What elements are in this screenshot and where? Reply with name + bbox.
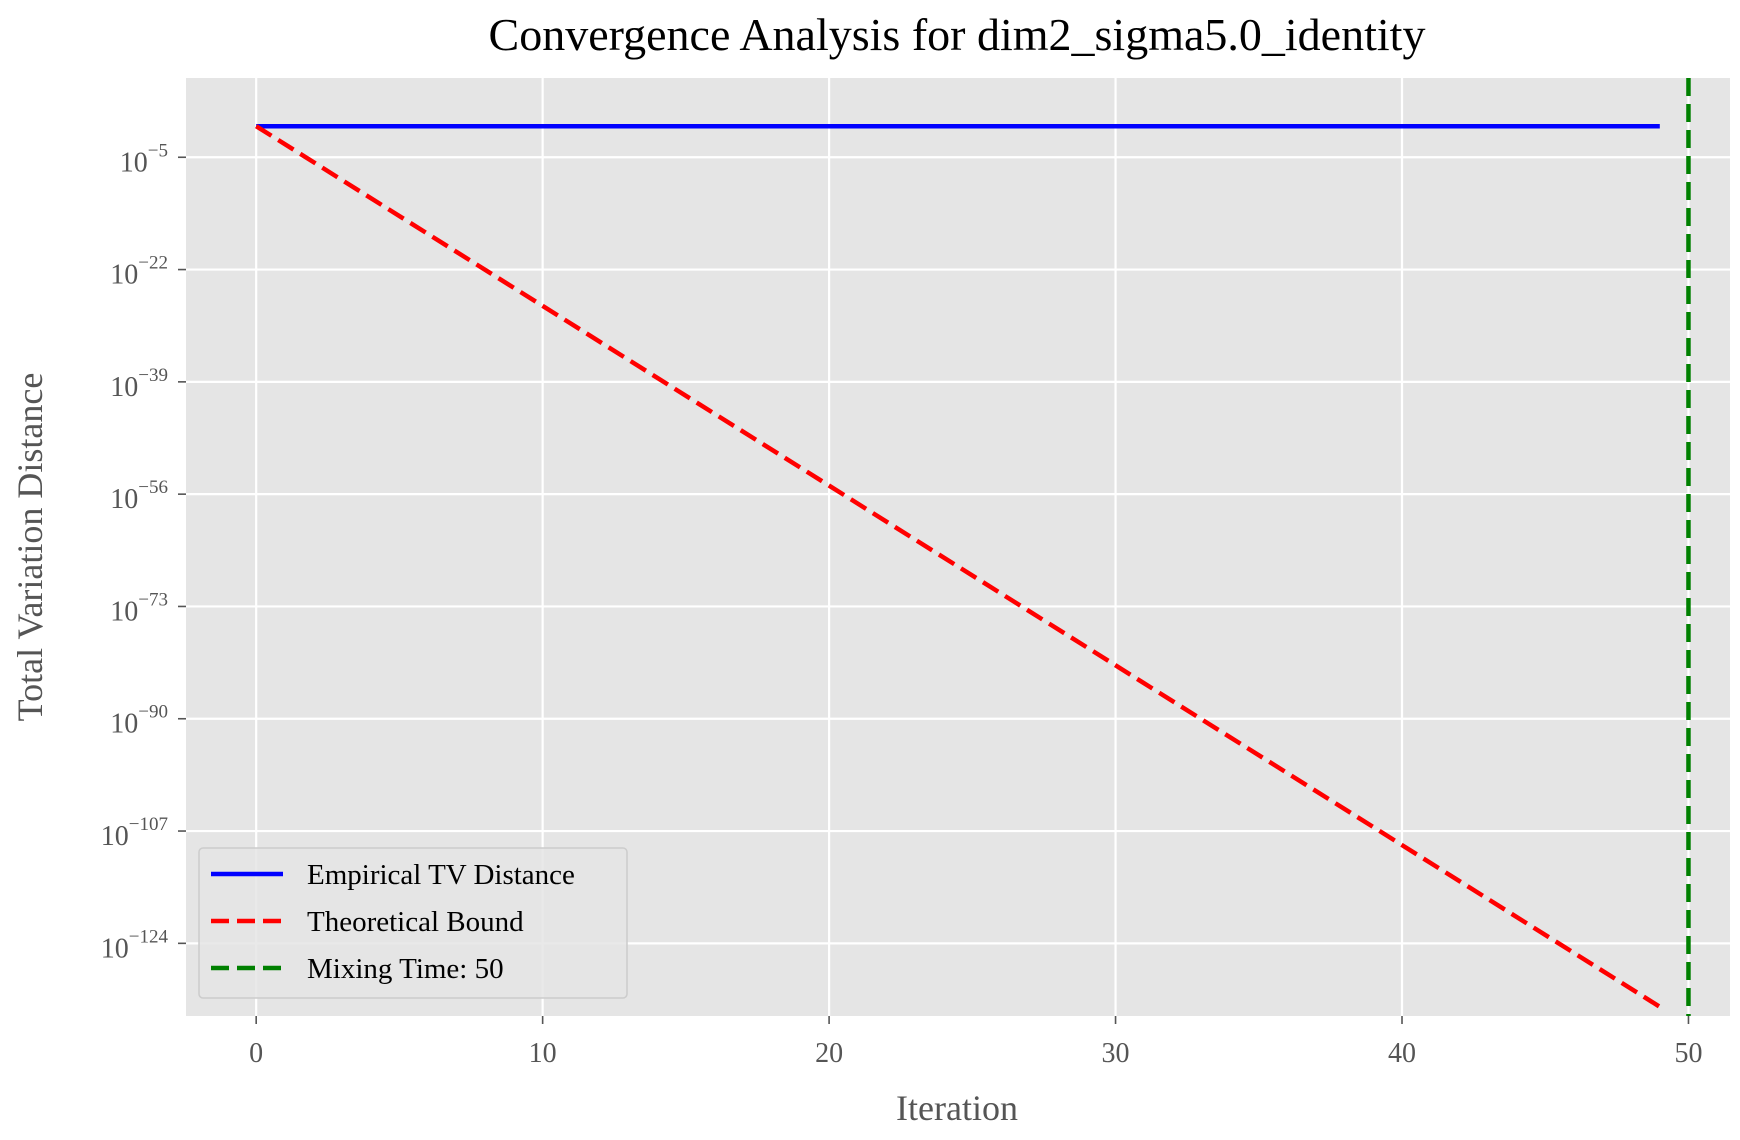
axes: 0 10 20 30 40 50 10−5 10−22 10−39 10−56 10−73 10−90… <box>101 140 1703 1069</box>
y-tick-label: 10−39 <box>110 365 168 403</box>
x-tick-label: 50 <box>1674 1038 1702 1069</box>
y-tick-label: 10−90 <box>110 702 168 740</box>
y-tick-label: 10−22 <box>110 253 168 291</box>
x-tick-label: 10 <box>529 1038 557 1069</box>
y-tick-label: 10−56 <box>110 477 168 515</box>
x-tick-label: 30 <box>1102 1038 1130 1069</box>
grid <box>186 78 1730 1016</box>
x-tick-label: 0 <box>249 1038 263 1069</box>
y-tick-label: 10−5 <box>120 140 168 178</box>
series-layer <box>255 78 1691 1016</box>
x-axis-label: Iteration <box>896 1088 1018 1128</box>
chart-title: Convergence Analysis for dim2_sigma5.0_i… <box>489 9 1426 60</box>
x-tick-label: 40 <box>1388 1038 1416 1069</box>
y-tick-label: 10−107 <box>101 814 168 852</box>
legend-box <box>198 847 628 999</box>
series-line-2 <box>255 124 1661 1009</box>
legend-label-3: Mixing Time: 50 <box>307 953 504 985</box>
legend: Empirical TV Distance Theoretical Bound Mi… <box>198 847 628 999</box>
x-tick-label: 20 <box>815 1038 843 1069</box>
y-axis-label: Total Variation Distance <box>10 373 50 722</box>
legend-label-1: Empirical TV Distance <box>307 859 575 891</box>
y-tick-label: 10−124 <box>101 926 169 964</box>
legend-label-2: Theoretical Bound <box>307 906 524 938</box>
y-tick-label: 10−73 <box>110 589 168 627</box>
